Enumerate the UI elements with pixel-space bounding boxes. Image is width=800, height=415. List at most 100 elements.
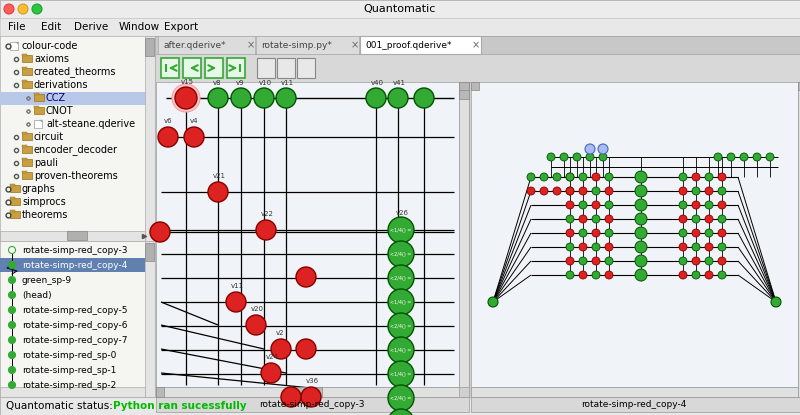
Circle shape	[388, 337, 414, 363]
Circle shape	[692, 257, 700, 265]
Text: v9: v9	[236, 80, 245, 86]
Text: v26: v26	[396, 210, 409, 216]
Bar	[360, 36, 481, 54]
Circle shape	[592, 201, 600, 209]
Bar	[10, 42, 18, 50]
Circle shape	[718, 201, 726, 209]
Circle shape	[635, 185, 647, 197]
Circle shape	[579, 201, 587, 209]
Text: v22: v22	[261, 211, 274, 217]
Bar	[459, 82, 469, 387]
Text: Quantomatic: Quantomatic	[364, 4, 436, 14]
Bar	[22, 133, 32, 140]
Bar	[158, 36, 255, 54]
Text: (head): (head)	[22, 290, 52, 300]
Circle shape	[540, 187, 548, 195]
Circle shape	[566, 257, 574, 265]
Circle shape	[635, 255, 647, 267]
Text: colour-code: colour-code	[22, 41, 78, 51]
Circle shape	[175, 87, 197, 109]
Circle shape	[692, 187, 700, 195]
Circle shape	[692, 229, 700, 237]
Circle shape	[766, 153, 774, 161]
Circle shape	[679, 201, 687, 209]
Text: rotate-simp-red_sp-2: rotate-simp-red_sp-2	[22, 381, 116, 390]
Text: ×: ×	[472, 40, 480, 50]
Bar	[22, 172, 32, 179]
Bar	[34, 94, 44, 101]
Circle shape	[635, 227, 647, 239]
Text: rotate-simp.py*: rotate-simp.py*	[261, 41, 332, 49]
Circle shape	[566, 243, 574, 251]
Circle shape	[692, 271, 700, 279]
Circle shape	[714, 153, 722, 161]
Circle shape	[540, 173, 548, 181]
Circle shape	[692, 173, 700, 181]
Bar	[10, 210, 15, 212]
Circle shape	[226, 292, 246, 312]
Circle shape	[9, 337, 15, 344]
Bar	[277, 58, 295, 78]
Bar	[155, 36, 800, 54]
Bar	[22, 81, 32, 88]
Text: Export: Export	[164, 22, 198, 32]
Bar	[292, 387, 322, 397]
Circle shape	[718, 243, 726, 251]
Circle shape	[718, 173, 726, 181]
Bar	[0, 36, 155, 397]
Circle shape	[560, 153, 568, 161]
Circle shape	[579, 243, 587, 251]
Circle shape	[718, 271, 726, 279]
Circle shape	[605, 215, 613, 223]
Bar	[0, 0, 800, 18]
Circle shape	[679, 243, 687, 251]
Text: <1/4() =: <1/4() =	[390, 227, 412, 232]
Bar	[145, 243, 154, 261]
Circle shape	[679, 173, 687, 181]
Circle shape	[692, 201, 700, 209]
Text: Quantomatic status:: Quantomatic status:	[6, 401, 116, 411]
Bar	[471, 82, 798, 387]
Circle shape	[605, 229, 613, 237]
Circle shape	[727, 153, 735, 161]
Text: v6: v6	[164, 118, 173, 124]
Text: v15: v15	[181, 79, 194, 85]
Circle shape	[366, 88, 386, 108]
Text: derivations: derivations	[34, 80, 89, 90]
Circle shape	[605, 243, 613, 251]
Circle shape	[718, 229, 726, 237]
Circle shape	[9, 307, 15, 313]
Circle shape	[527, 173, 535, 181]
Text: v11: v11	[281, 80, 294, 86]
Circle shape	[184, 127, 204, 147]
Bar	[34, 120, 42, 128]
Circle shape	[527, 187, 535, 195]
Circle shape	[566, 215, 574, 223]
Text: v4: v4	[190, 118, 198, 124]
Circle shape	[579, 187, 587, 195]
Bar	[67, 231, 87, 240]
Circle shape	[301, 387, 321, 407]
Circle shape	[414, 88, 434, 108]
Text: rotate-simp-red_sp-0: rotate-simp-red_sp-0	[22, 351, 116, 359]
Circle shape	[388, 385, 414, 411]
Circle shape	[592, 173, 600, 181]
Text: <2/4() =: <2/4() =	[390, 276, 412, 281]
Bar	[22, 146, 32, 153]
Circle shape	[635, 241, 647, 253]
Text: <1/4() =: <1/4() =	[390, 300, 412, 305]
Circle shape	[388, 289, 414, 315]
Circle shape	[740, 153, 748, 161]
Circle shape	[605, 271, 613, 279]
Bar	[22, 67, 27, 69]
Circle shape	[605, 173, 613, 181]
Circle shape	[705, 229, 713, 237]
Circle shape	[585, 144, 595, 154]
Text: v40: v40	[371, 80, 384, 86]
Text: rotate-simp-red_copy-3: rotate-simp-red_copy-3	[259, 400, 365, 408]
Circle shape	[388, 217, 414, 243]
Circle shape	[592, 229, 600, 237]
Circle shape	[598, 144, 608, 154]
Circle shape	[158, 127, 178, 147]
Bar	[0, 231, 145, 241]
